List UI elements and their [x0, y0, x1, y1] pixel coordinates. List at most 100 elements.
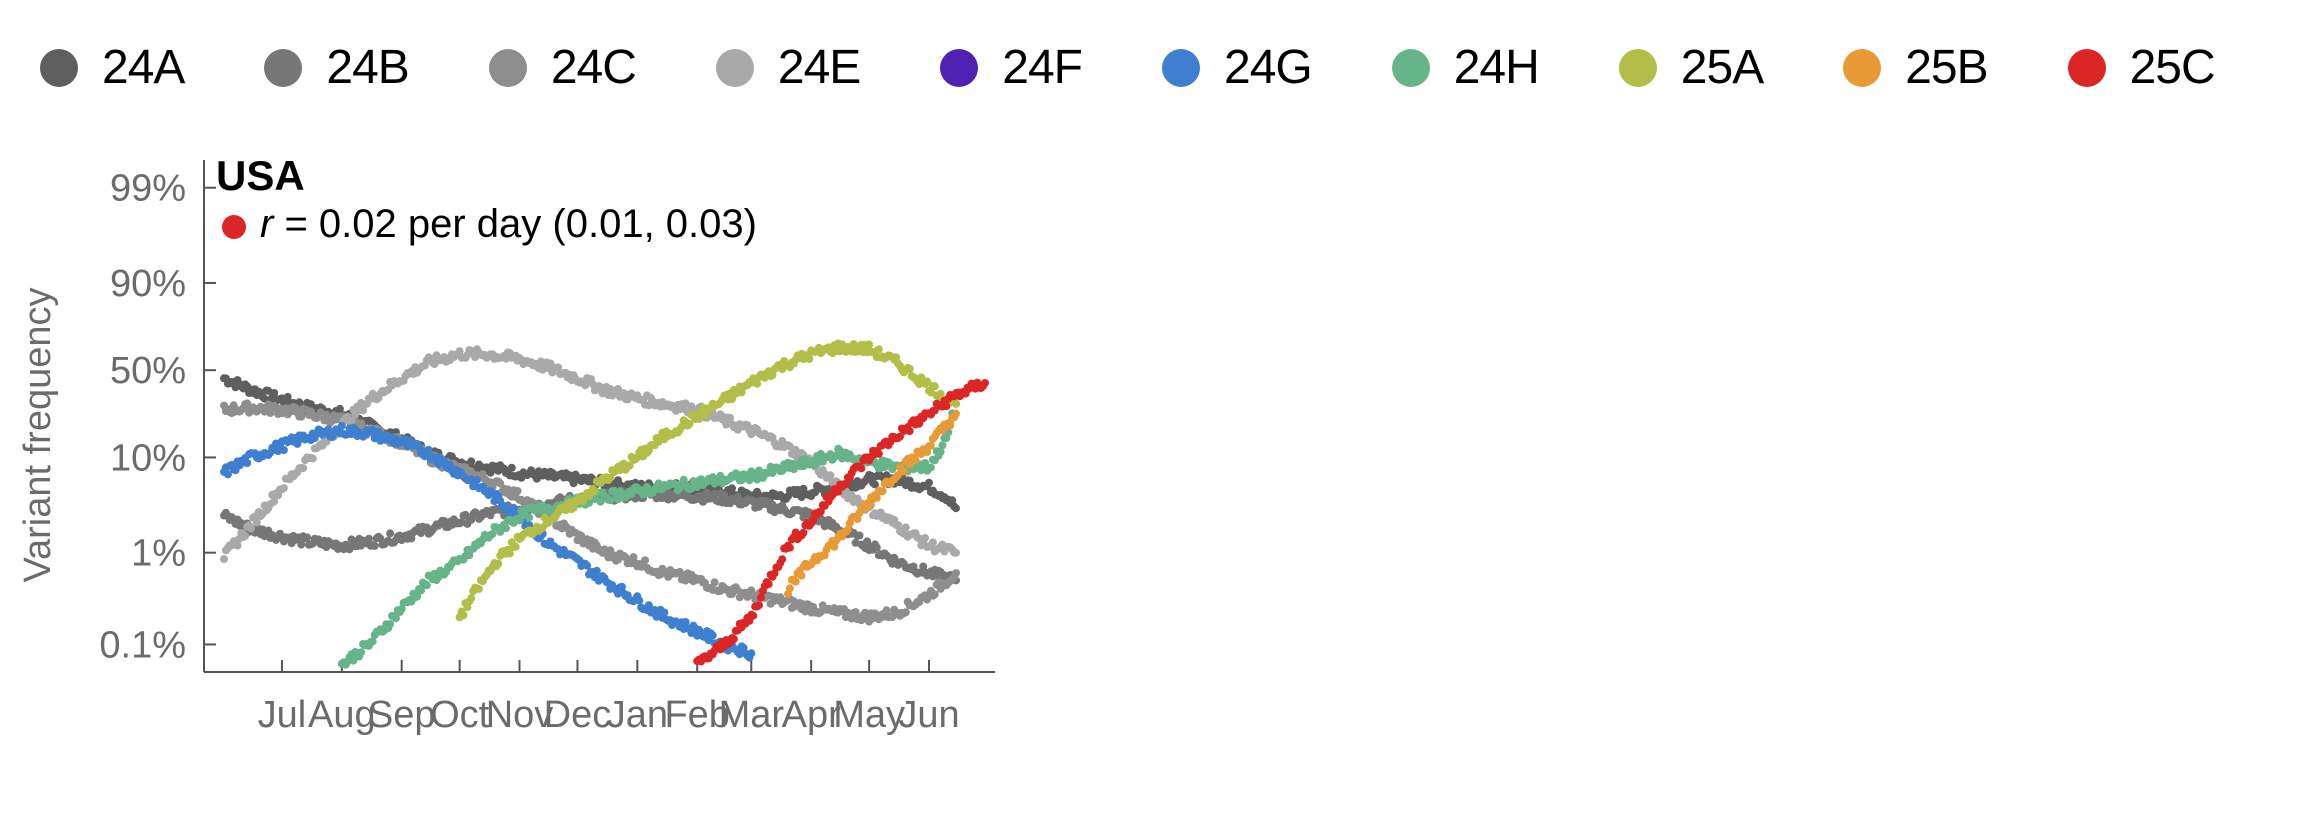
legend-swatch	[264, 48, 303, 87]
data-point	[764, 580, 773, 589]
x-tick-label: Apr	[782, 694, 841, 736]
y-tick-label: 50%	[110, 350, 186, 392]
x-tick-label: Jan	[607, 694, 668, 736]
data-point	[894, 521, 903, 530]
data-point	[391, 614, 400, 623]
data-point	[755, 601, 763, 610]
data-point	[728, 484, 736, 493]
data-point	[930, 406, 939, 415]
data-point	[710, 578, 719, 587]
y-tick-label: 90%	[110, 263, 186, 305]
data-point	[247, 524, 255, 533]
data-point	[617, 582, 626, 591]
data-point	[942, 402, 951, 411]
series-24e	[220, 345, 960, 564]
data-point	[865, 340, 874, 349]
data-point	[726, 413, 734, 422]
legend-label: 24F	[1002, 41, 1083, 94]
data-point	[921, 534, 930, 542]
data-point	[525, 513, 534, 522]
data-point	[629, 553, 638, 562]
data-point	[297, 540, 306, 549]
data-point	[625, 461, 634, 470]
data-point	[855, 531, 864, 540]
data-point	[635, 596, 644, 605]
data-point	[606, 473, 615, 482]
y-tick-label: 10%	[110, 437, 186, 479]
legend-label: 24E	[777, 41, 861, 94]
legend-label: 25B	[1905, 41, 1988, 94]
series-24g	[220, 422, 756, 662]
legend: 24A 24B 24C 24E 24F 24G 24H 25A 25B 25C	[40, 30, 2295, 105]
data-point	[467, 594, 476, 603]
data-point	[223, 470, 232, 479]
data-point	[505, 549, 514, 558]
annotation: r = 0.02 per day (0.01, 0.03)	[260, 202, 757, 246]
data-point	[785, 442, 794, 451]
y-axis-title: Variant frequency	[17, 287, 59, 582]
annotation-symbol: r	[260, 202, 275, 246]
data-point	[753, 379, 762, 388]
legend-item-24h: 24H	[1391, 40, 1540, 95]
data-point	[337, 422, 346, 430]
y-ticks: 0.1% 1% 10% 50% 90% 99%	[99, 168, 216, 666]
data-point	[952, 548, 960, 557]
data-point	[681, 618, 690, 626]
x-tick-label: Jul	[258, 694, 307, 736]
legend-label: 24G	[1224, 41, 1313, 94]
data-point	[303, 533, 312, 542]
data-point	[882, 606, 891, 615]
data-point	[841, 480, 850, 489]
data-point	[905, 427, 914, 436]
data-point	[857, 464, 866, 473]
data-point	[952, 504, 960, 513]
data-point	[440, 517, 449, 525]
data-point	[397, 604, 406, 613]
axes	[203, 160, 995, 673]
data-point	[422, 581, 431, 590]
data-point	[424, 445, 433, 454]
data-point	[347, 417, 356, 425]
x-tick-label: Nov	[486, 694, 554, 736]
data-point	[870, 480, 879, 489]
data-point	[368, 637, 377, 646]
data-point	[938, 441, 947, 450]
data-point	[590, 487, 599, 496]
legend-label: 24B	[326, 41, 409, 94]
data-point	[494, 559, 503, 568]
data-point	[614, 589, 622, 598]
data-point	[511, 506, 520, 515]
data-point	[930, 382, 939, 391]
data-point	[473, 476, 481, 484]
data-point	[923, 377, 932, 386]
data-point	[981, 379, 989, 387]
data-point	[729, 635, 738, 644]
data-point	[952, 569, 960, 578]
data-point	[872, 493, 881, 502]
data-point	[324, 425, 333, 434]
data-point	[851, 608, 860, 617]
data-point	[928, 538, 937, 547]
legend-label: 24C	[550, 41, 637, 94]
data-point	[830, 542, 839, 551]
data-point	[797, 571, 806, 580]
legend-item-24g: 24G	[1162, 40, 1313, 95]
data-point	[809, 516, 818, 524]
x-tick-label: Oct	[430, 694, 490, 736]
data-point	[364, 534, 373, 543]
data-point	[756, 593, 765, 602]
data-point	[455, 347, 464, 356]
data-point	[867, 471, 875, 480]
data-point	[811, 461, 819, 470]
data-point	[926, 463, 935, 472]
legend-label: 24A	[102, 41, 185, 94]
data-point	[220, 555, 228, 564]
data-point	[899, 467, 908, 476]
legend-item-25b: 25B	[1843, 40, 1989, 95]
legend-item-25c: 25C	[2067, 40, 2216, 95]
data-point	[778, 555, 787, 564]
data-point	[413, 592, 422, 601]
x-tick-label: Sep	[368, 694, 436, 736]
data-point	[270, 497, 279, 506]
data-point	[952, 399, 960, 408]
